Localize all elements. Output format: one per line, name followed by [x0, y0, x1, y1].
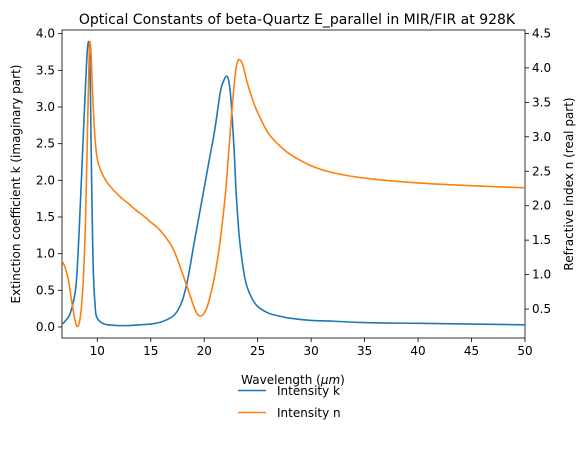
y-right-tick-label: 3.0 — [532, 130, 551, 144]
x-tick-label: 35 — [357, 344, 372, 358]
y-left-tick-label: 0.5 — [36, 283, 55, 297]
y-axis-left-label: Extinction coefficient k (imaginary part… — [9, 65, 23, 304]
x-tick-label: 40 — [410, 344, 425, 358]
chart-title: Optical Constants of beta-Quartz E_paral… — [79, 12, 516, 28]
y-axis-right-label: Refractive index n (real part) — [562, 97, 576, 270]
y-axis-right: 0.5 1.0 1.5 2.0 2.5 3.0 3.5 4.0 4.5 — [525, 26, 551, 316]
y-left-tick-label: 0.0 — [36, 320, 55, 334]
y-right-tick-label: 0.5 — [532, 302, 551, 316]
x-axis-label: Wavelength (μm) — [241, 373, 345, 387]
y-left-tick-label: 4.0 — [36, 27, 55, 41]
x-tick-label: 50 — [517, 344, 532, 358]
x-tick-label: 25 — [250, 344, 265, 358]
y-left-tick-label: 2.0 — [36, 173, 55, 187]
x-tick-label: 30 — [304, 344, 319, 358]
legend: Intensity k Intensity n — [238, 384, 341, 420]
y-left-tick-label: 3.0 — [36, 100, 55, 114]
x-axis: 10 15 20 25 30 35 40 45 50 — [90, 338, 533, 358]
x-tick-label: 20 — [197, 344, 212, 358]
y-right-tick-label: 4.5 — [532, 26, 551, 40]
series-lines — [62, 40, 525, 328]
y-right-tick-label: 4.0 — [532, 61, 551, 75]
x-tick-label: 15 — [143, 344, 158, 358]
series-line-k — [62, 40, 525, 327]
plot-area — [61, 29, 526, 339]
y-axis-left: 0.0 0.5 1.0 1.5 2.0 2.5 3.0 3.5 4.0 — [36, 27, 62, 334]
legend-label-k: Intensity k — [277, 384, 340, 398]
y-left-tick-label: 1.0 — [36, 247, 55, 261]
y-left-tick-label: 2.5 — [36, 137, 55, 151]
y-right-tick-label: 2.5 — [532, 164, 551, 178]
y-left-tick-label: 3.5 — [36, 63, 55, 77]
y-right-tick-label: 1.5 — [532, 233, 551, 247]
y-right-tick-label: 1.0 — [532, 268, 551, 282]
x-tick-label: 10 — [90, 344, 105, 358]
y-left-tick-label: 1.5 — [36, 210, 55, 224]
y-right-tick-label: 2.0 — [532, 199, 551, 213]
y-right-tick-label: 3.5 — [532, 95, 551, 109]
x-tick-label: 45 — [464, 344, 479, 358]
legend-label-n: Intensity n — [277, 406, 341, 420]
series-line-n — [62, 40, 525, 328]
